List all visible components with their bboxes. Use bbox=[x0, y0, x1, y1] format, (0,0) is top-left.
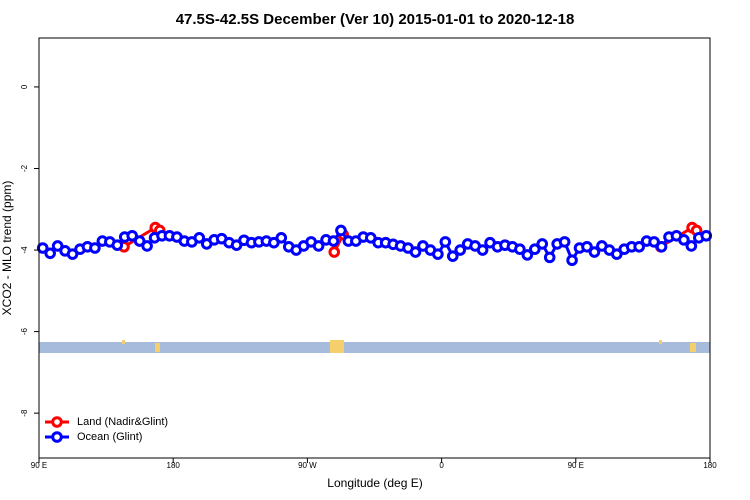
point bbox=[111, 239, 124, 251]
y-tick-label: -8 bbox=[20, 409, 29, 417]
legend: Land (Nadir&Glint) Ocean (Glint) bbox=[45, 416, 168, 443]
point bbox=[566, 254, 578, 267]
point bbox=[648, 236, 660, 248]
x-tick-label: 180 bbox=[703, 461, 717, 470]
point bbox=[543, 251, 556, 264]
point bbox=[328, 246, 341, 258]
point bbox=[312, 240, 325, 252]
point bbox=[327, 235, 340, 247]
point bbox=[51, 240, 64, 252]
point bbox=[230, 239, 243, 251]
coverage-marks bbox=[122, 340, 696, 353]
x-tick-label: 0 bbox=[439, 461, 444, 470]
point bbox=[335, 224, 347, 237]
x-tick-label: 180 bbox=[167, 461, 181, 470]
x-tick-label: 90 E bbox=[31, 461, 47, 470]
point bbox=[514, 243, 526, 256]
legend-marker bbox=[51, 431, 63, 443]
legend-label: Ocean (Glint) bbox=[77, 431, 142, 443]
y-tick-label: -4 bbox=[20, 246, 29, 254]
point bbox=[193, 232, 206, 244]
point bbox=[364, 232, 377, 244]
point bbox=[528, 243, 541, 256]
point bbox=[558, 236, 571, 248]
point bbox=[446, 250, 459, 262]
plot-frame bbox=[38, 37, 711, 459]
chart-title: 47.5S-42.5S December (Ver 10) 2015-01-01… bbox=[176, 11, 575, 28]
point bbox=[275, 232, 288, 244]
point bbox=[268, 236, 280, 249]
point bbox=[536, 238, 549, 250]
point bbox=[685, 240, 698, 252]
point bbox=[66, 248, 79, 260]
y-tick-label: -2 bbox=[20, 164, 29, 172]
x-tick-label: 90 W bbox=[298, 461, 317, 470]
point bbox=[633, 240, 645, 253]
point bbox=[521, 249, 534, 261]
point bbox=[141, 240, 153, 252]
point bbox=[409, 246, 422, 258]
point bbox=[126, 229, 138, 242]
point bbox=[133, 235, 146, 247]
y-axis-label: XCO2 - MLO trend (ppm) bbox=[0, 181, 14, 316]
point bbox=[439, 236, 452, 248]
point bbox=[476, 244, 489, 256]
point bbox=[678, 234, 690, 246]
point bbox=[588, 246, 601, 258]
point bbox=[89, 242, 101, 254]
coverage-band bbox=[39, 342, 710, 353]
x-axis-label: Longitude (deg E) bbox=[327, 476, 422, 490]
y-tick-label: -6 bbox=[20, 327, 29, 335]
point bbox=[44, 247, 56, 260]
x-tick-label: 90 E bbox=[568, 461, 584, 470]
legend-label: Land (Nadir&Glint) bbox=[77, 416, 168, 428]
point bbox=[581, 240, 593, 253]
point bbox=[655, 240, 668, 253]
point bbox=[700, 229, 713, 242]
legend-marker bbox=[51, 416, 63, 428]
point bbox=[454, 244, 467, 256]
point bbox=[36, 242, 49, 254]
y-tick-label: 0 bbox=[20, 84, 29, 89]
point bbox=[432, 248, 444, 260]
point bbox=[611, 248, 623, 260]
